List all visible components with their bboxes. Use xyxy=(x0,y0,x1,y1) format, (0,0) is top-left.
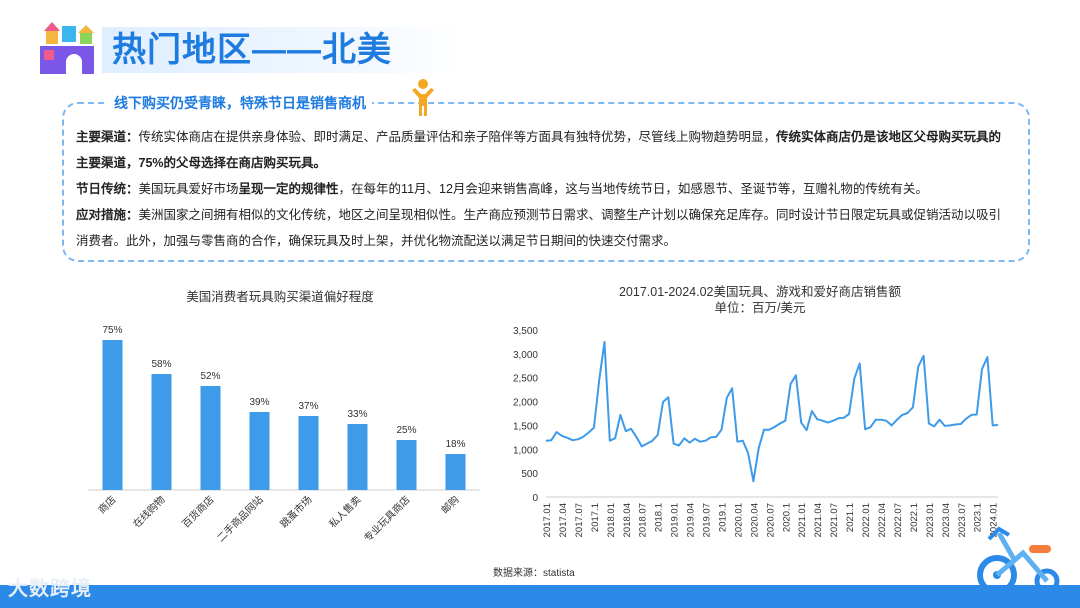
y-tick-label: 1,000 xyxy=(513,445,538,456)
bar-category-label: 二手商品网站 xyxy=(214,493,266,545)
x-tick-label: 2020.04 xyxy=(749,503,760,537)
bar-category-label: 私人售卖 xyxy=(326,493,363,530)
y-tick-label: 2,500 xyxy=(513,374,538,385)
bar xyxy=(200,386,221,490)
header: 热门地区——北美 xyxy=(0,0,1080,88)
panel-text-run: 美国玩具爱好市场 xyxy=(138,182,239,196)
x-tick-label: 2023.01 xyxy=(925,503,936,537)
bar-category-label: 邮购 xyxy=(438,493,461,516)
panel-bold-text: 主要渠道： xyxy=(76,130,139,144)
footer-bar xyxy=(0,585,1080,608)
x-tick-label: 2022.01 xyxy=(861,503,872,537)
bar-value-label: 52% xyxy=(200,371,220,382)
x-tick-label: 2017.07 xyxy=(574,503,585,537)
bar xyxy=(298,416,319,490)
x-tick-label: 2020.07 xyxy=(765,503,776,537)
bar-chart: 75% 商店 58% 在线购物 52% 百货商店 39% 二手商品网站 37% 跳蚤市场 33% 私人… xyxy=(88,325,480,545)
x-tick-label: 2020.1 xyxy=(781,503,792,532)
person-icon xyxy=(412,79,434,116)
y-tick-label: 3,000 xyxy=(513,350,538,361)
bar-value-label: 18% xyxy=(445,439,465,450)
x-tick-label: 2017.04 xyxy=(558,503,569,537)
bar-value-label: 58% xyxy=(151,359,171,370)
y-tick-label: 1,500 xyxy=(513,421,538,432)
x-tick-label: 2022.07 xyxy=(893,503,904,537)
x-tick-label: 2021.1 xyxy=(845,503,856,532)
y-tick-label: 3,500 xyxy=(513,326,538,337)
line-chart-subtitle: 单位：百万/美元 xyxy=(714,301,806,315)
bar-value-label: 75% xyxy=(102,325,122,336)
line-chart-title: 2017.01-2024.02美国玩具、游戏和爱好商店销售额 单位：百万/美元 xyxy=(540,284,980,316)
x-tick-label: 2022.1 xyxy=(909,503,920,532)
page-title: 热门地区——北美 xyxy=(112,31,392,69)
info-panel xyxy=(62,102,1030,262)
bar-value-label: 33% xyxy=(347,409,367,420)
panel-text: 主要渠道：传统实体商店在提供亲身体验、即时满足、产品质量评估和亲子陪伴等方面具有… xyxy=(76,124,1012,254)
x-tick-label: 2019.01 xyxy=(670,503,681,537)
x-tick-label: 2021.04 xyxy=(813,503,824,537)
bar xyxy=(102,340,123,490)
bar-value-label: 25% xyxy=(396,425,416,436)
y-tick-label: 2,000 xyxy=(513,398,538,409)
bar-category-label: 跳蚤市场 xyxy=(277,493,314,530)
line-chart: 0 500 1,000 1,500 2,000 2,500 3,000 3,500 2017.0… xyxy=(513,326,1000,537)
panel-text-run: 传统实体商店在提供亲身体验、即时满足、产品质量评估和亲子陪伴等方面具有独特优势，… xyxy=(138,130,777,144)
x-tick-label: 2018.01 xyxy=(606,503,617,537)
x-tick-label: 2018.07 xyxy=(638,503,649,537)
x-tick-label: 2023.04 xyxy=(941,503,952,537)
line-chart-title-text: 2017.01-2024.02美国玩具、游戏和爱好商店销售额 xyxy=(618,285,902,299)
x-tick-label: 2019.04 xyxy=(686,503,697,537)
panel-bold-text: 应对措施： xyxy=(76,208,139,222)
panel-heading: 线下购买仍受青睐，特殊节日是销售商机 xyxy=(114,95,366,111)
x-tick-label: 2022.04 xyxy=(877,503,888,537)
sales-line xyxy=(545,340,999,483)
bar-category-label: 在线购物 xyxy=(130,493,167,530)
panel-bold-text: 呈现一定的规律性 xyxy=(238,182,339,196)
x-tick-label: 2023.1 xyxy=(973,503,984,532)
bar-category-label: 商店 xyxy=(95,493,118,516)
panel-paragraph: 主要渠道：传统实体商店在提供亲身体验、即时满足、产品质量评估和亲子陪伴等方面具有… xyxy=(76,124,1012,176)
panel-paragraph: 应对措施：美洲国家之间拥有相似的文化传统，地区之间呈现相似性。生产商应预测节日需… xyxy=(76,202,1012,254)
panel-text-run: ，在每年的11月、12月会迎来销售高峰，这与当地传统节日，如感恩节、圣诞节等，互… xyxy=(338,182,928,196)
x-tick-label: 2023.07 xyxy=(957,503,968,537)
x-tick-label: 2024.01 xyxy=(989,503,1000,537)
panel-bold-text: 节日传统： xyxy=(76,182,139,196)
bar-value-label: 39% xyxy=(249,397,269,408)
x-tick-label: 2021.07 xyxy=(829,503,840,537)
bar xyxy=(151,374,172,490)
panel-heading-wrap: 线下购买仍受青睐，特殊节日是销售商机 xyxy=(108,92,372,114)
x-tick-label: 2018.1 xyxy=(654,503,665,532)
bar-value-label: 37% xyxy=(298,401,318,412)
bar-category-label: 专业玩具商店 xyxy=(361,493,413,545)
y-tick-label: 0 xyxy=(532,493,538,504)
tricycle-icon xyxy=(977,526,1060,595)
bar-category-label: 百货商店 xyxy=(179,493,216,530)
source-note: 数据来源：statista xyxy=(493,568,575,579)
bar xyxy=(445,454,466,490)
title-band xyxy=(102,27,462,73)
panel-paragraph: 节日传统：美国玩具爱好市场呈现一定的规律性，在每年的11月、12月会迎来销售高峰… xyxy=(76,176,1012,202)
panel-bold-text: 传统实体商店仍是该地区父母购买玩具的主要渠道，75%的父母选择在商店购买玩具。 xyxy=(76,130,1002,170)
bar xyxy=(249,412,270,490)
bar-chart-title: 美国消费者玩具购买渠道偏好程度 xyxy=(186,290,374,304)
x-tick-label: 2019.07 xyxy=(702,503,713,537)
x-tick-label: 2017.01 xyxy=(542,503,553,537)
x-tick-label: 2021.01 xyxy=(797,503,808,537)
x-tick-label: 2017.1 xyxy=(590,503,601,532)
x-tick-label: 2019.1 xyxy=(717,503,728,532)
panel-text-run: 美洲国家之间拥有相似的文化传统，地区之间呈现相似性。生产商应预测节日需求、调整生… xyxy=(76,208,1002,248)
brand-logo: 大数跨境 xyxy=(8,578,92,600)
y-tick-label: 500 xyxy=(521,469,538,480)
building-blocks-icon xyxy=(40,22,94,74)
x-tick-label: 2020.01 xyxy=(733,503,744,537)
bar xyxy=(347,424,368,490)
x-tick-label: 2018.04 xyxy=(622,503,633,537)
bar xyxy=(396,440,417,490)
